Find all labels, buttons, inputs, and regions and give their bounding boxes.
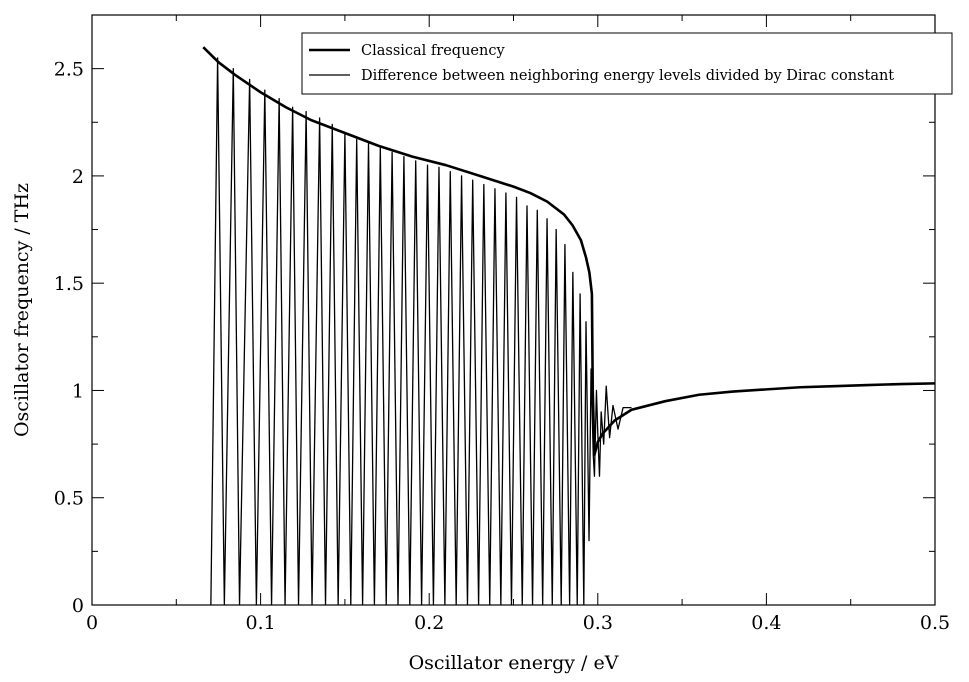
y-tick-label: 1 — [72, 380, 84, 402]
tick-labels-layer: 0 0.1 0.2 0.3 0.4 0.5 0 0.5 1 1.5 2 2.5 — [54, 59, 950, 634]
legend-label-classical: Classical frequency — [361, 43, 505, 59]
legend-label-difference: Difference between neighboring energy le… — [361, 68, 894, 84]
y-tick-label: 0.5 — [54, 488, 84, 510]
x-tick-label: 0.2 — [414, 612, 444, 634]
series-layer — [202, 46, 935, 605]
series-line-level-difference — [210, 57, 632, 605]
series-line-classical-frequency — [202, 46, 935, 457]
y-tick-label: 2.5 — [54, 59, 84, 81]
x-tick-label: 0.3 — [583, 612, 613, 634]
y-tick-label: 1.5 — [54, 273, 84, 295]
legend: Classical frequency Difference between n… — [301, 32, 953, 95]
y-tick-label: 0 — [72, 595, 84, 617]
x-tick-label: 0.5 — [920, 612, 950, 634]
legend-box — [301, 32, 953, 95]
y-tick-label: 2 — [72, 166, 84, 188]
x-axis-title: Oscillator energy / eV — [409, 652, 619, 674]
x-tick-label: 0.1 — [245, 612, 275, 634]
x-tick-label: 0.4 — [751, 612, 781, 634]
ticks-layer — [91, 15, 936, 606]
y-axis-title: Oscillator frequency / THz — [11, 183, 33, 437]
x-tick-label: 0 — [86, 612, 98, 634]
